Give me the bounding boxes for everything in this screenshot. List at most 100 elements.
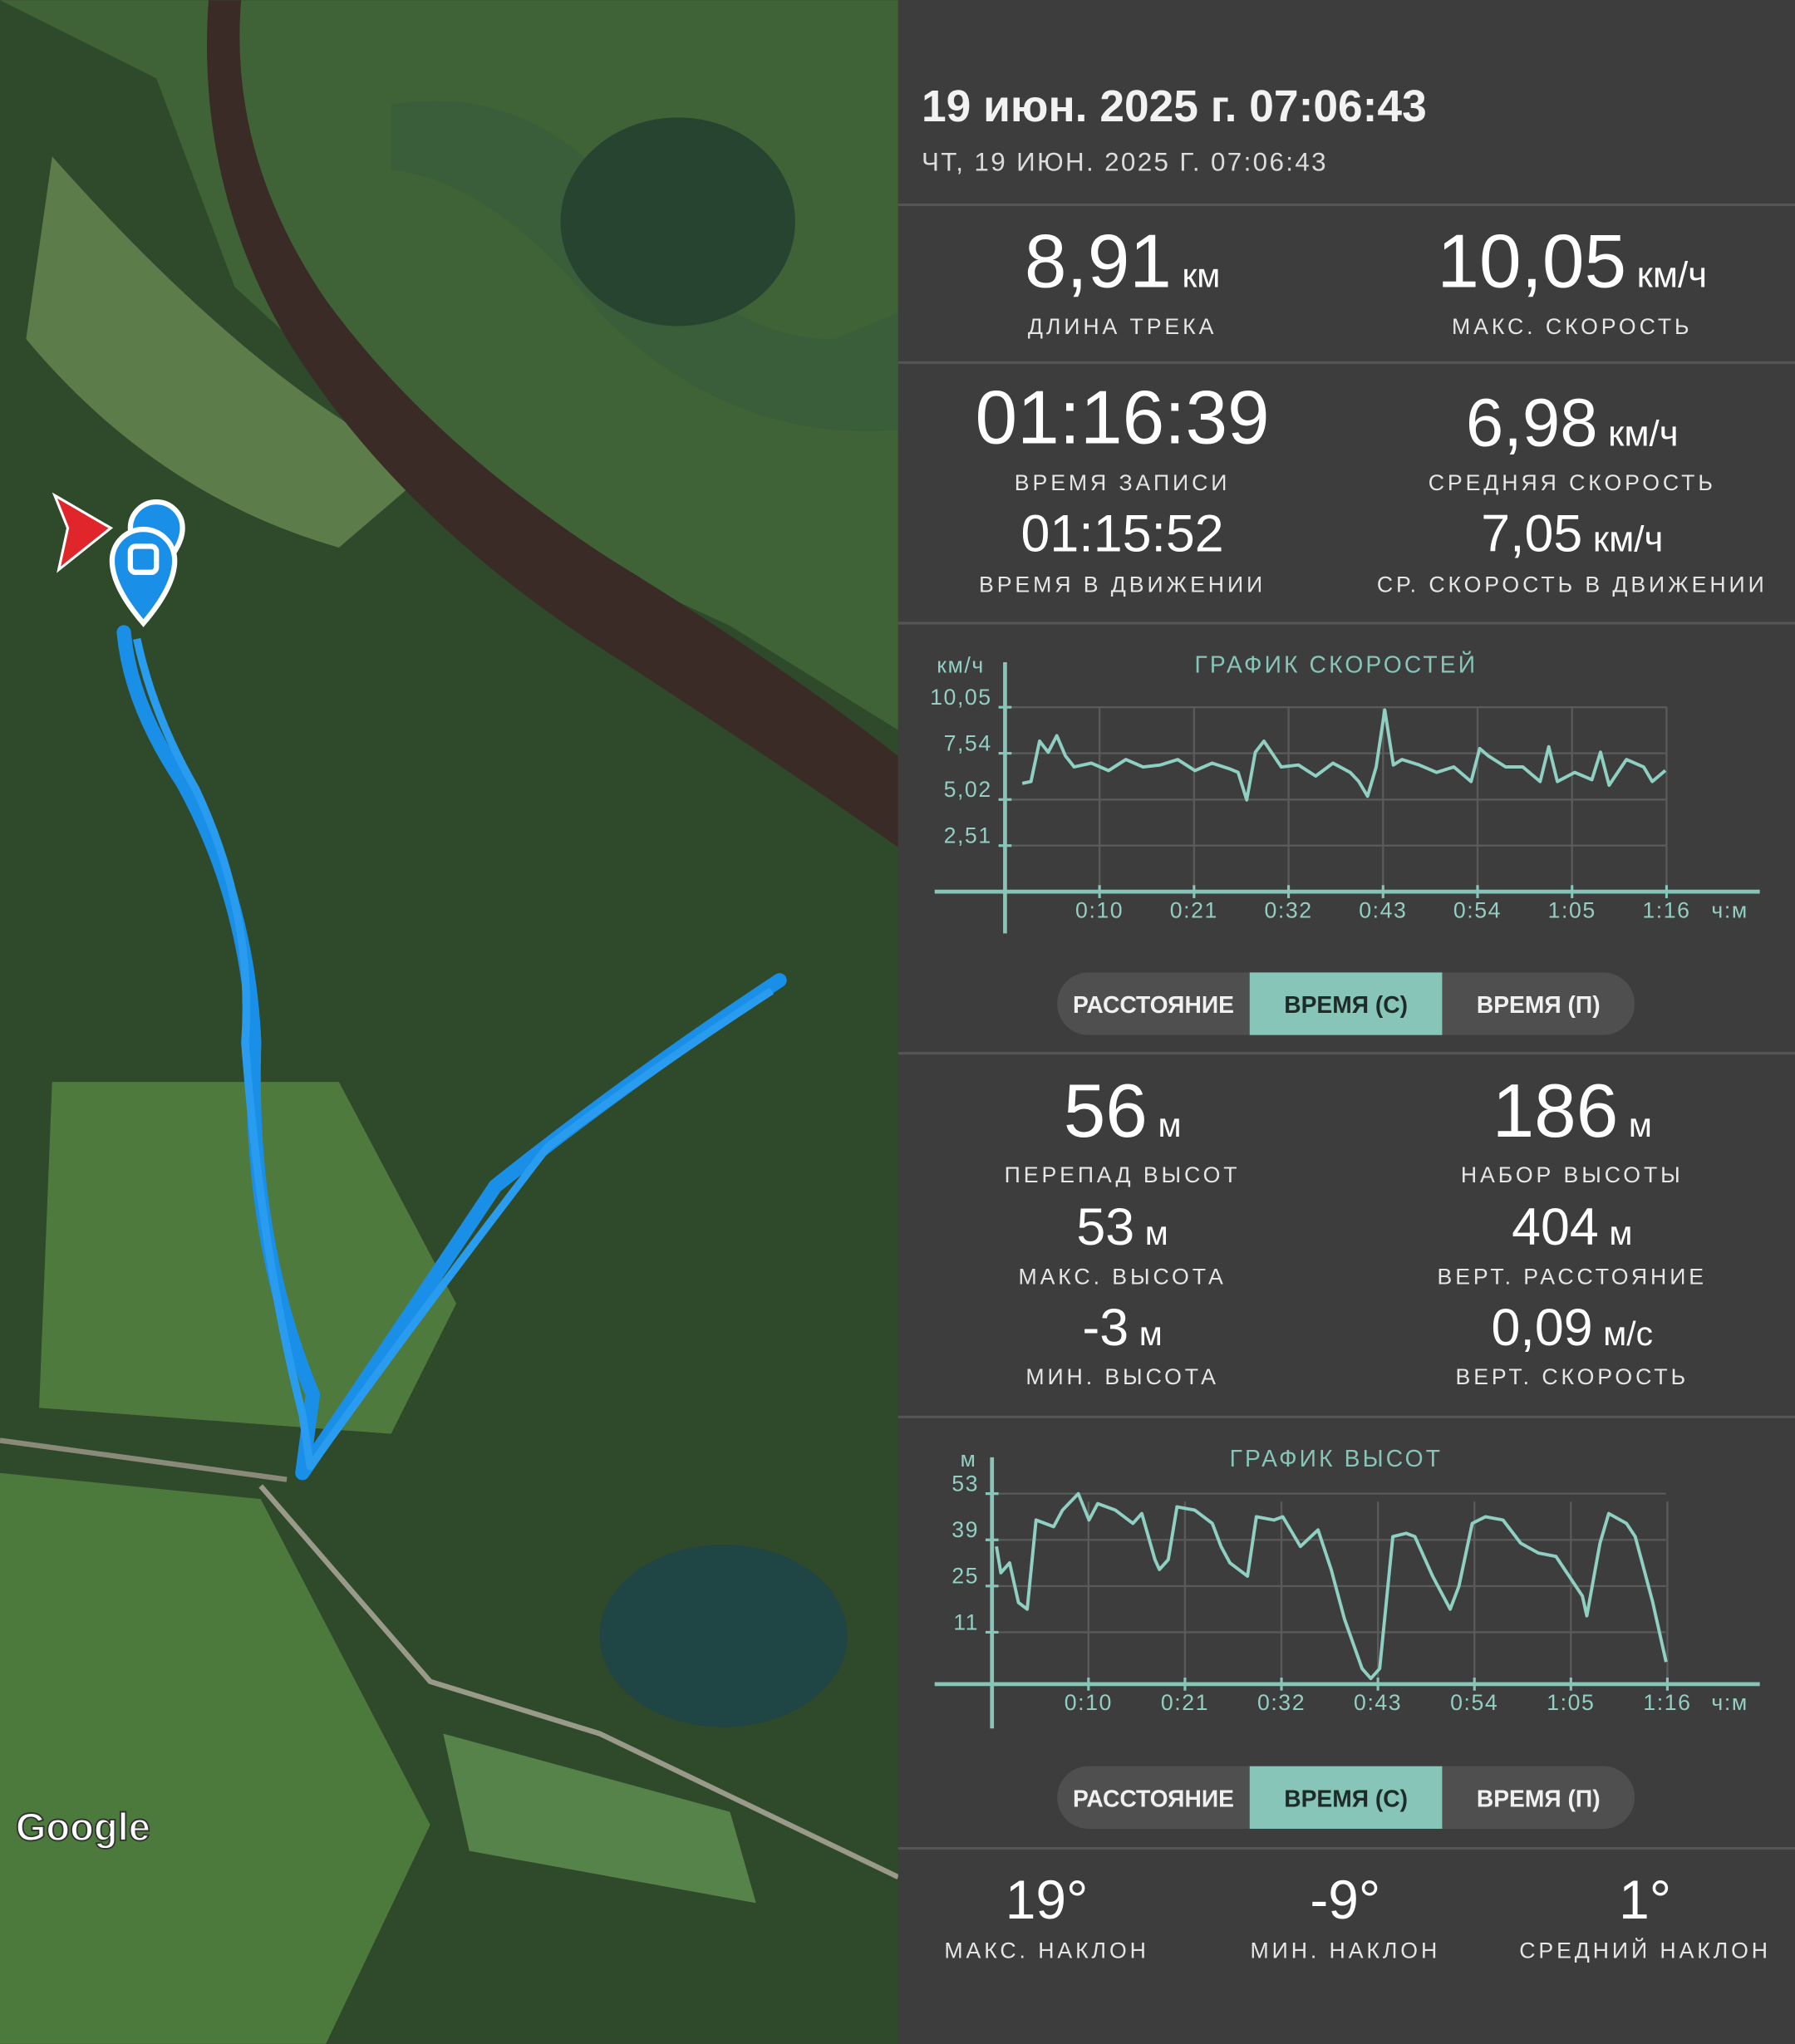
stat-unit: м: [1158, 1106, 1181, 1144]
y-tick-label: 39: [952, 1517, 979, 1542]
map-position-arrow: [52, 492, 114, 573]
map-field: [39, 1082, 457, 1434]
map-field: [0, 1472, 430, 2044]
stat-label: ДЛИНА ТРЕКА: [1028, 314, 1217, 339]
tab-label[interactable]: ВРЕМЯ (П): [1477, 991, 1601, 1018]
y-tick-label: 2,51: [944, 823, 992, 848]
x-tick-label: 1:16: [1642, 898, 1690, 923]
slope-value: -9°: [1310, 1869, 1380, 1930]
stat-unit: км/ч: [1637, 254, 1707, 295]
x-tick-label: 0:43: [1354, 1690, 1402, 1715]
x-tick-label: 0:32: [1264, 898, 1312, 923]
stat-value: 53 м: [1076, 1198, 1168, 1256]
stat-unit: м/с: [1603, 1314, 1653, 1353]
x-tick-label: 1:05: [1547, 1690, 1595, 1715]
stat-unit: м: [1145, 1214, 1168, 1252]
stat-label: СР. СКОРОСТЬ В ДВИЖЕНИИ: [1377, 572, 1768, 597]
stat-value: 8,91 км: [1025, 219, 1220, 303]
x-tick-label: 0:21: [1161, 1690, 1209, 1715]
stat-unit: км: [1182, 256, 1220, 294]
stat-number: 404: [1512, 1198, 1599, 1256]
stat-label: МИН. ВЫСОТА: [1025, 1364, 1219, 1389]
x-tick-label: 0:10: [1075, 898, 1124, 923]
stat-value: 01:16:39: [976, 376, 1270, 460]
slope-label: МАКС. НАКЛОН: [944, 1938, 1148, 1963]
tab-label[interactable]: ВРЕМЯ (П): [1477, 1785, 1601, 1811]
y-tick-label: 53: [952, 1471, 979, 1496]
stat-value: -3 м: [1082, 1299, 1162, 1357]
y-tick-label: 11: [953, 1609, 979, 1634]
header-subtitle: ЧТ, 19 ИЮН. 2025 Г. 07:06:43: [922, 148, 1328, 177]
x-tick-label: 0:21: [1170, 898, 1218, 923]
map-field: [26, 156, 430, 548]
stat-number: 56: [1064, 1069, 1148, 1153]
tab-label[interactable]: РАССТОЯНИЕ: [1073, 1785, 1234, 1811]
stat-number: 6,98: [1466, 386, 1598, 461]
x-tick-label: 1:16: [1643, 1690, 1691, 1715]
y-tick-label: 5,02: [944, 777, 992, 802]
stat-label: МАКС. ВЫСОТА: [1018, 1264, 1226, 1289]
chart-title: ГРАФИК СКОРОСТЕЙ: [1194, 651, 1478, 678]
map-road: [0, 1437, 288, 1482]
slope-value: 1°: [1619, 1869, 1671, 1930]
x-tick-label: 0:43: [1359, 898, 1407, 923]
y-tick-label: 25: [952, 1564, 979, 1589]
x-tick-label: 0:54: [1450, 1690, 1498, 1715]
stat-number: 186: [1493, 1069, 1619, 1153]
y-axis-label: км/ч: [937, 653, 985, 678]
stat-label: ВРЕМЯ В ДВИЖЕНИИ: [979, 572, 1266, 597]
stat-number: 01:16:39: [976, 376, 1270, 460]
stat-value: 7,05 км/ч: [1481, 505, 1663, 563]
slope-label: МИН. НАКЛОН: [1251, 1938, 1441, 1963]
stat-value: 10,05 км/ч: [1437, 219, 1707, 303]
map-pond: [560, 117, 795, 327]
stat-label: ВЕРТ. СКОРОСТЬ: [1456, 1364, 1689, 1389]
map-river: [207, 0, 898, 848]
stat-label: СРЕДНЯЯ СКОРОСТЬ: [1429, 470, 1716, 495]
stat-unit: км/ч: [1593, 519, 1663, 560]
x-tick-label: 0:10: [1065, 1690, 1113, 1715]
stat-unit: км/ч: [1608, 414, 1678, 454]
data-line: [1021, 708, 1667, 802]
stat-label: ВЕРТ. РАССТОЯНИЕ: [1438, 1264, 1708, 1289]
stat-number: 53: [1076, 1198, 1134, 1256]
stat-value: 6,98 км/ч: [1466, 386, 1679, 461]
stat-value: 0,09 м/с: [1492, 1299, 1653, 1357]
stat-value: 404 м: [1512, 1198, 1632, 1256]
stat-number: 01:15:52: [1020, 505, 1223, 563]
tab-label[interactable]: ВРЕМЯ (С): [1284, 991, 1408, 1018]
slope-value: 19°: [1006, 1869, 1089, 1930]
y-axis-label: м: [961, 1447, 977, 1472]
stat-label: МАКС. СКОРОСТЬ: [1452, 314, 1692, 339]
x-tick-label: 0:54: [1453, 898, 1502, 923]
slope-label: СРЕДНИЙ НАКЛОН: [1519, 1938, 1771, 1963]
header-title: 19 июн. 2025 г. 07:06:43: [922, 82, 1427, 131]
stat-unit: м: [1629, 1106, 1652, 1144]
data-line: [995, 1491, 1668, 1681]
stat-number: 7,05: [1481, 505, 1582, 563]
tab[interactable]: [1249, 972, 1443, 1035]
map-road: [258, 1484, 900, 1879]
stat-label: НАБОР ВЫСОТЫ: [1461, 1162, 1684, 1187]
chart-title: ГРАФИК ВЫСОТ: [1230, 1445, 1443, 1472]
stat-number: 10,05: [1437, 219, 1626, 303]
tab-label[interactable]: ВРЕМЯ (С): [1284, 1785, 1408, 1811]
map-marker-start[interactable]: [109, 526, 178, 627]
map[interactable]: Google: [0, 0, 900, 2044]
map-field: [443, 1733, 756, 1904]
y-tick-label: 7,54: [944, 730, 992, 755]
y-tick-label: 10,05: [930, 685, 992, 710]
tab[interactable]: [1249, 1766, 1443, 1829]
stat-unit: м: [1609, 1214, 1632, 1252]
tab-label[interactable]: РАССТОЯНИЕ: [1073, 991, 1234, 1018]
x-axis-label: ч:м: [1711, 1690, 1748, 1715]
stat-number: 0,09: [1492, 1299, 1593, 1357]
stat-unit: м: [1139, 1314, 1163, 1353]
stat-value: 56 м: [1064, 1069, 1182, 1153]
stat-label: ПЕРЕПАД ВЫСОТ: [1005, 1162, 1241, 1187]
map-lake: [599, 1545, 848, 1727]
map-attribution: Google: [16, 1805, 150, 1849]
